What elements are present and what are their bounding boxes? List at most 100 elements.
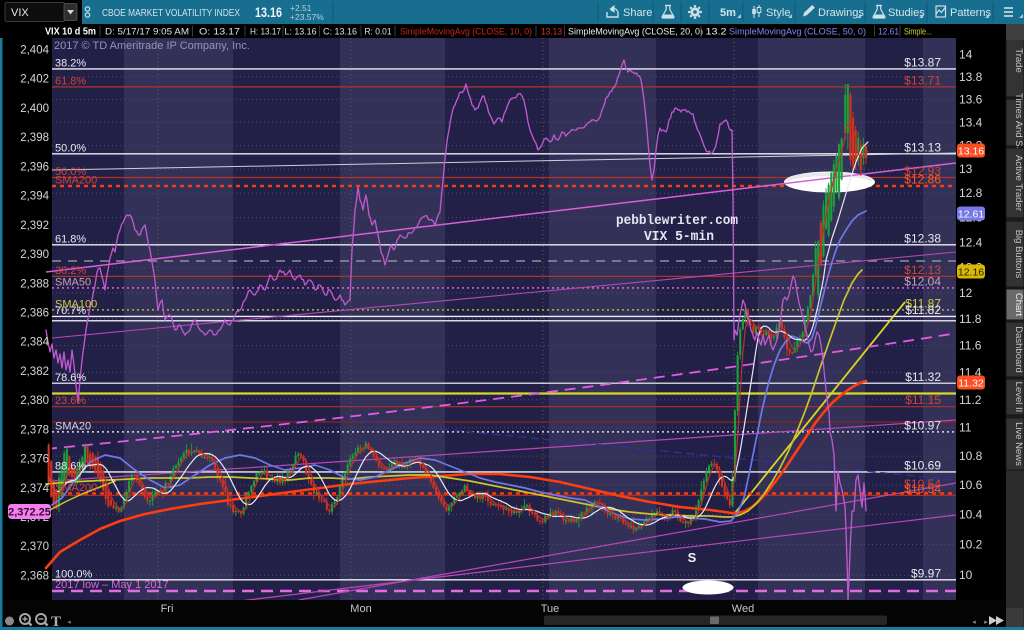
svg-text:2,400: 2,400 [20, 103, 49, 115]
svg-text:$10.97: $10.97 [904, 418, 941, 432]
svg-text:11.8: 11.8 [959, 312, 982, 326]
svg-text:Level II: Level II [1013, 382, 1024, 413]
svg-text:10: 10 [959, 568, 973, 582]
svg-text:10.2: 10.2 [959, 538, 983, 552]
svg-text:O: 13.17: O: 13.17 [199, 27, 240, 38]
svg-text:Drawings: Drawings [818, 7, 864, 19]
svg-text:2017 low – May 1 2017: 2017 low – May 1 2017 [55, 579, 169, 591]
svg-text:+23.57%: +23.57% [290, 12, 324, 22]
svg-text:$10.54: $10.54 [904, 477, 941, 491]
svg-text:2,370: 2,370 [20, 541, 49, 553]
svg-text:38.2%: 38.2% [55, 57, 86, 69]
svg-text:13: 13 [959, 162, 973, 176]
svg-text:13.2: 13.2 [706, 27, 727, 38]
svg-text:61.8%: 61.8% [55, 233, 86, 245]
svg-text:CBOE MARKET VOLATILITY INDEX: CBOE MARKET VOLATILITY INDEX [102, 7, 240, 19]
svg-text:12.61: 12.61 [958, 208, 984, 220]
svg-text:11.2: 11.2 [959, 393, 982, 407]
svg-text:12.61: 12.61 [878, 27, 899, 38]
svg-text:11.6: 11.6 [959, 339, 982, 353]
svg-text:SMA50: SMA50 [55, 276, 91, 288]
svg-text:12.16: 12.16 [958, 266, 984, 278]
svg-text:2,398: 2,398 [20, 132, 49, 144]
svg-text:2,378: 2,378 [20, 424, 49, 436]
svg-text:SMA20: SMA20 [55, 420, 91, 432]
svg-text:11: 11 [959, 421, 972, 435]
svg-text:2,384: 2,384 [20, 337, 49, 349]
svg-text:13.16: 13.16 [958, 145, 984, 157]
svg-text:10.8: 10.8 [959, 449, 983, 463]
svg-text:13.13: 13.13 [541, 27, 562, 38]
svg-text:C: 13.16: C: 13.16 [323, 27, 357, 38]
svg-text:13.4: 13.4 [959, 115, 983, 129]
svg-text:61.8%: 61.8% [55, 75, 86, 87]
svg-text:2,390: 2,390 [20, 249, 49, 261]
svg-text:Wed: Wed [732, 603, 754, 615]
svg-text:◂: ◂ [67, 619, 71, 626]
svg-text:Patterns: Patterns [950, 7, 991, 19]
svg-text:D: 5/17/17 9:05 AM: D: 5/17/17 9:05 AM [105, 27, 189, 38]
svg-text:◂: ◂ [972, 619, 976, 626]
svg-text:$12.38: $12.38 [904, 231, 941, 245]
svg-text:23.6%: 23.6% [55, 395, 86, 407]
svg-text:Dashboard: Dashboard [1013, 326, 1024, 372]
svg-text:Times And Sa: Times And Sa [1013, 93, 1024, 153]
svg-text:$11.87: $11.87 [905, 296, 941, 310]
svg-text:Big Buttons: Big Buttons [1013, 230, 1024, 279]
svg-text:$10.54: $10.54 [904, 482, 941, 496]
svg-text:13.16: 13.16 [255, 5, 282, 20]
svg-text:2,376: 2,376 [20, 454, 49, 466]
svg-text:70.7%: 70.7% [55, 305, 86, 317]
svg-text:Mon: Mon [350, 603, 371, 615]
svg-text:100.0%: 100.0% [55, 568, 93, 580]
svg-text:2,382: 2,382 [20, 366, 49, 378]
svg-text:Tue: Tue [541, 603, 560, 615]
svg-text:2,396: 2,396 [20, 161, 49, 173]
svg-text:pebblewriter.com: pebblewriter.com [616, 214, 738, 229]
svg-text:Simple...: Simple... [904, 27, 932, 38]
svg-text:$13.87: $13.87 [904, 55, 941, 69]
svg-text:Trade: Trade [1013, 48, 1024, 72]
svg-text:$12.93: $12.93 [904, 164, 941, 178]
svg-text:2,386: 2,386 [20, 307, 49, 319]
svg-text:SimpleMovingAvg (CLOSE, 10, 0): SimpleMovingAvg (CLOSE, 10, 0) [400, 27, 532, 38]
svg-text:$13.13: $13.13 [904, 140, 941, 154]
svg-text:2,404: 2,404 [20, 45, 49, 57]
svg-text:VIX 10 d 5m: VIX 10 d 5m [45, 27, 96, 38]
svg-text:13.6: 13.6 [959, 92, 983, 106]
svg-text:$12.13: $12.13 [904, 263, 941, 277]
svg-text:Live News: Live News [1013, 422, 1024, 466]
svg-text:$11.32: $11.32 [905, 370, 941, 384]
svg-text:H: 13.17: H: 13.17 [250, 27, 281, 38]
svg-text:12: 12 [959, 286, 973, 300]
svg-text:50.0%: 50.0% [55, 166, 86, 178]
svg-text:2,372.25: 2,372.25 [8, 507, 51, 519]
svg-text:SimpleMovingAvg (CLOSE, 50, 0): SimpleMovingAvg (CLOSE, 50, 0) [729, 27, 866, 38]
svg-text:SimpleMovingAvg (CLOSE, 20, 0): SimpleMovingAvg (CLOSE, 20, 0) [568, 27, 703, 38]
svg-text:$11.82: $11.82 [905, 303, 941, 317]
svg-text:Studies: Studies [888, 7, 925, 19]
svg-text:50.0%: 50.0% [55, 142, 86, 154]
svg-text:$13.71: $13.71 [904, 73, 941, 87]
svg-text:▸: ▸ [984, 619, 988, 626]
svg-text:12.8: 12.8 [959, 186, 983, 200]
svg-text:Active Trader: Active Trader [1013, 155, 1024, 211]
svg-text:$12.04: $12.04 [904, 274, 941, 288]
svg-text:10.4: 10.4 [959, 507, 983, 521]
svg-text:2017 © TD Ameritrade IP Compan: 2017 © TD Ameritrade IP Company, Inc. [54, 40, 250, 52]
svg-text:Fri: Fri [161, 603, 174, 615]
svg-text:Style: Style [766, 7, 790, 19]
svg-text:88.6%: 88.6% [55, 460, 86, 472]
svg-text:Chart: Chart [1013, 293, 1024, 317]
svg-text:VIX 5-min: VIX 5-min [644, 230, 714, 245]
svg-text:$10.69: $10.69 [904, 458, 941, 472]
svg-text:2,392: 2,392 [20, 220, 49, 232]
svg-text:T: T [51, 614, 61, 630]
svg-text:2,394: 2,394 [20, 191, 49, 203]
svg-text:SMA200: SMA200 [55, 482, 97, 494]
svg-text:R: 0.01: R: 0.01 [365, 27, 392, 38]
svg-text:11.32: 11.32 [958, 377, 984, 389]
svg-text:2,368: 2,368 [20, 570, 49, 582]
svg-text:S: S [688, 550, 697, 565]
svg-text:2,374: 2,374 [20, 483, 49, 495]
